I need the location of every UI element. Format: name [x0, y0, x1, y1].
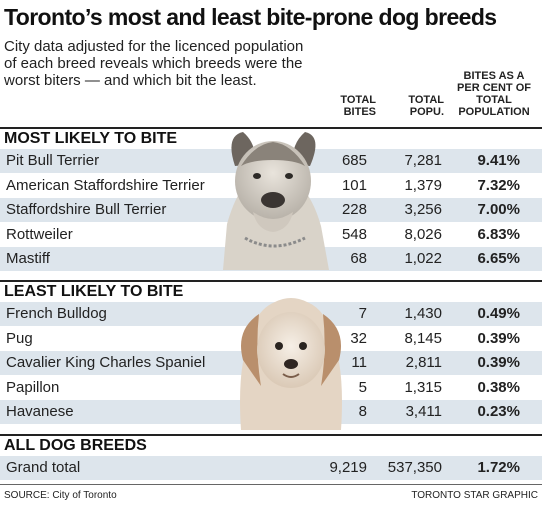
bites-value: 32	[350, 329, 367, 347]
chart-subtitle: City data adjusted for the licenced popu…	[4, 38, 304, 89]
bite-percent-value: 9.41%	[477, 152, 520, 169]
bite-percent-value: 6.65%	[477, 250, 520, 267]
breed-name: Mastiff	[6, 250, 50, 267]
breed-name: Grand total	[6, 459, 81, 476]
bites-value: 685	[341, 152, 367, 169]
breed-name: Papillon	[6, 378, 60, 396]
population-value: 1,379	[404, 176, 442, 194]
bites-value: 548	[341, 225, 367, 243]
breed-name: American Staffordshire Terrier	[6, 176, 205, 194]
bite-percent-value: 7.32%	[477, 176, 520, 194]
table-row: Papillon 5 1,315 0.38%	[0, 376, 542, 400]
bite-percent-value: 6.83%	[477, 225, 520, 243]
bite-percent-value: 7.00%	[477, 201, 520, 218]
bites-value: 5	[358, 378, 367, 396]
section-title: LEAST LIKELY TO BITE	[4, 283, 184, 300]
breed-name: Pit Bull Terrier	[6, 152, 100, 169]
bites-value: 228	[341, 201, 367, 218]
bites-value: 8	[358, 403, 367, 420]
section-rule	[0, 434, 542, 436]
bite-percent-value: 0.39%	[477, 329, 520, 347]
table-row: Pug 32 8,145 0.39%	[0, 327, 542, 351]
bites-value: 101	[341, 176, 367, 194]
breed-name: French Bulldog	[6, 305, 107, 322]
bite-percent-value: 0.39%	[477, 354, 520, 371]
bite-percent-value: 0.49%	[477, 305, 520, 322]
bites-value: 7	[358, 305, 367, 322]
table-row: Grand total 9,219 537,350 1.72%	[0, 456, 542, 480]
column-header-bite-percent: BITES AS A PER CENT OF TOTAL POPULATION	[457, 70, 531, 118]
source-note: SOURCE: City of Toronto	[4, 490, 117, 501]
footer-rule	[0, 484, 542, 485]
havanese-photo	[240, 298, 342, 430]
pit-bull-photo	[223, 132, 329, 270]
breed-name: Rottweiler	[6, 225, 73, 243]
column-header-total-population: TOTAL POPU.	[408, 94, 444, 118]
population-value: 8,026	[404, 225, 442, 243]
section-rule	[0, 127, 542, 129]
population-value: 8,145	[404, 329, 442, 347]
table-row: Rottweiler 548 8,026 6.83%	[0, 223, 542, 247]
bite-percent-value: 0.23%	[477, 403, 520, 420]
population-value: 7,281	[404, 152, 442, 169]
population-value: 537,350	[387, 459, 442, 476]
population-value: 2,811	[405, 354, 442, 371]
bites-value: 11	[351, 354, 367, 371]
breed-name: Havanese	[6, 403, 74, 420]
breed-name: Cavalier King Charles Spaniel	[6, 354, 206, 371]
table-row: American Staffordshire Terrier 101 1,379 7.…	[0, 174, 542, 198]
section-title: MOST LIKELY TO BITE	[4, 130, 178, 147]
breed-name: Staffordshire Bull Terrier	[6, 201, 167, 218]
breed-name: Pug	[6, 329, 33, 347]
population-value: 1,022	[404, 250, 442, 267]
section-rule	[0, 280, 542, 282]
graphic-credit: TORONTO STAR GRAPHIC	[411, 490, 538, 501]
bites-value: 68	[350, 250, 367, 267]
bites-value: 9,219	[329, 459, 367, 476]
bite-percent-value: 0.38%	[477, 378, 520, 396]
population-value: 1,315	[404, 378, 442, 396]
chart-title: Toronto’s most and least bite-prone dog …	[4, 4, 497, 30]
section-title: ALL DOG BREEDS	[4, 437, 147, 454]
population-value: 3,256	[404, 201, 442, 218]
bite-percent-value: 1.72%	[477, 459, 520, 476]
column-header-total-bites: TOTAL BITES	[340, 94, 376, 118]
population-value: 1,430	[404, 305, 442, 322]
population-value: 3,411	[405, 403, 442, 420]
